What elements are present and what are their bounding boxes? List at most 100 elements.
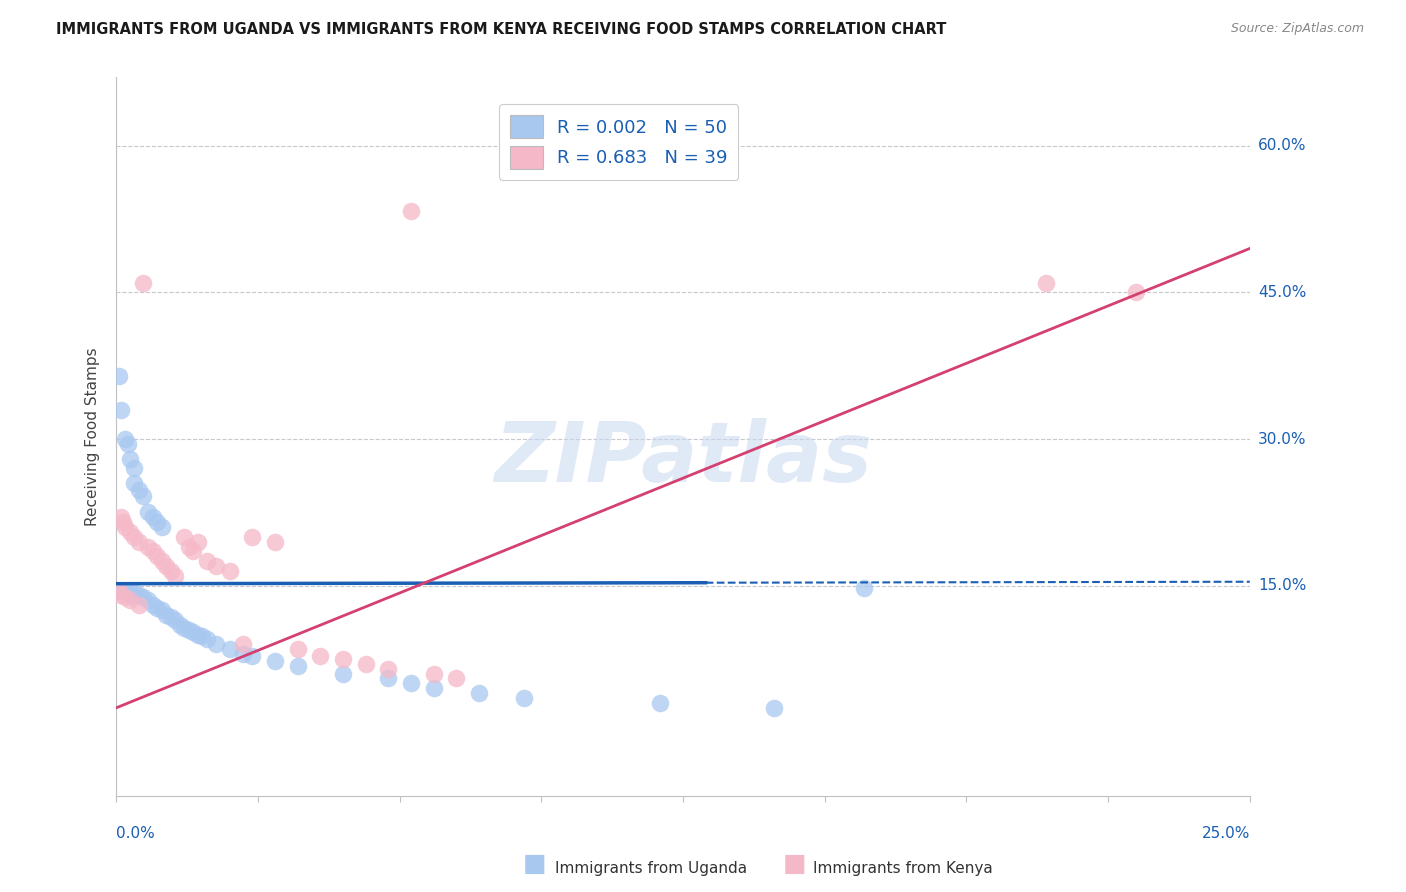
Point bbox=[159, 564, 181, 578]
Point bbox=[399, 204, 422, 219]
Point bbox=[205, 559, 228, 574]
Text: 25.0%: 25.0% bbox=[1202, 826, 1250, 841]
Point bbox=[141, 510, 163, 524]
Point bbox=[114, 432, 136, 446]
Point bbox=[146, 549, 169, 564]
Point bbox=[177, 540, 200, 554]
Point bbox=[114, 591, 136, 605]
Point bbox=[169, 617, 191, 632]
Point bbox=[132, 276, 155, 290]
Point bbox=[128, 483, 150, 497]
Point bbox=[195, 632, 218, 647]
Point bbox=[110, 510, 132, 524]
Point bbox=[159, 610, 181, 624]
Point bbox=[446, 672, 468, 686]
Point bbox=[354, 657, 377, 671]
Point bbox=[264, 654, 287, 668]
Point bbox=[232, 647, 254, 661]
Point bbox=[124, 461, 146, 475]
Point bbox=[146, 601, 169, 615]
Point bbox=[155, 607, 177, 622]
Point bbox=[422, 681, 444, 696]
Point bbox=[309, 648, 332, 663]
Point bbox=[150, 554, 173, 568]
Point bbox=[187, 534, 209, 549]
Point bbox=[107, 368, 129, 383]
Point bbox=[150, 520, 173, 534]
Point bbox=[112, 583, 135, 598]
Text: Immigrants from Kenya: Immigrants from Kenya bbox=[813, 861, 993, 876]
Point bbox=[132, 489, 155, 503]
Point bbox=[332, 666, 354, 681]
Point bbox=[118, 524, 141, 539]
Point bbox=[513, 691, 536, 706]
Point bbox=[118, 589, 141, 603]
Point bbox=[110, 589, 132, 603]
Text: ZIPatlas: ZIPatlas bbox=[494, 417, 872, 499]
Point bbox=[377, 662, 399, 676]
Point bbox=[205, 637, 228, 651]
Point bbox=[422, 666, 444, 681]
Text: 30.0%: 30.0% bbox=[1258, 432, 1306, 447]
Point bbox=[146, 515, 169, 529]
Point bbox=[136, 593, 159, 607]
Point bbox=[173, 530, 195, 544]
Point bbox=[287, 658, 309, 673]
Point bbox=[112, 515, 135, 529]
Point bbox=[165, 613, 187, 627]
Point bbox=[650, 696, 672, 710]
Point bbox=[240, 530, 263, 544]
Point bbox=[332, 652, 354, 666]
Point bbox=[114, 520, 136, 534]
Point bbox=[150, 603, 173, 617]
Point bbox=[232, 637, 254, 651]
Point bbox=[128, 589, 150, 603]
Point bbox=[117, 437, 139, 451]
Point bbox=[155, 559, 177, 574]
Text: ■: ■ bbox=[783, 852, 806, 876]
Point bbox=[377, 672, 399, 686]
Point bbox=[218, 564, 240, 578]
Point bbox=[118, 583, 141, 598]
Point bbox=[183, 544, 205, 558]
Legend: R = 0.002   N = 50, R = 0.683   N = 39: R = 0.002 N = 50, R = 0.683 N = 39 bbox=[499, 104, 738, 179]
Text: 45.0%: 45.0% bbox=[1258, 285, 1306, 300]
Point bbox=[183, 624, 205, 639]
Text: IMMIGRANTS FROM UGANDA VS IMMIGRANTS FROM KENYA RECEIVING FOOD STAMPS CORRELATIO: IMMIGRANTS FROM UGANDA VS IMMIGRANTS FRO… bbox=[56, 22, 946, 37]
Point bbox=[853, 581, 876, 595]
Text: 0.0%: 0.0% bbox=[117, 826, 155, 841]
Point bbox=[468, 686, 491, 700]
Point bbox=[110, 583, 132, 598]
Point bbox=[399, 676, 422, 690]
Point bbox=[187, 627, 209, 641]
Point bbox=[1035, 276, 1057, 290]
Text: 60.0%: 60.0% bbox=[1258, 138, 1306, 153]
Point bbox=[128, 534, 150, 549]
Point bbox=[124, 476, 146, 491]
Point bbox=[141, 544, 163, 558]
Point bbox=[195, 554, 218, 568]
Point bbox=[287, 642, 309, 657]
Text: Immigrants from Uganda: Immigrants from Uganda bbox=[555, 861, 748, 876]
Y-axis label: Receiving Food Stamps: Receiving Food Stamps bbox=[86, 347, 100, 526]
Point bbox=[124, 530, 146, 544]
Point bbox=[118, 451, 141, 466]
Point bbox=[218, 642, 240, 657]
Point bbox=[110, 402, 132, 417]
Point bbox=[173, 621, 195, 635]
Text: ■: ■ bbox=[523, 852, 546, 876]
Point bbox=[1125, 285, 1147, 300]
Point bbox=[264, 534, 287, 549]
Point bbox=[136, 505, 159, 519]
Point bbox=[762, 701, 785, 715]
Point bbox=[114, 583, 136, 598]
Point bbox=[124, 585, 146, 599]
Point bbox=[128, 598, 150, 612]
Point bbox=[107, 583, 129, 598]
Point bbox=[177, 623, 200, 637]
Point bbox=[165, 569, 187, 583]
Text: 15.0%: 15.0% bbox=[1258, 578, 1306, 593]
Point bbox=[191, 630, 214, 644]
Text: Source: ZipAtlas.com: Source: ZipAtlas.com bbox=[1230, 22, 1364, 36]
Point bbox=[240, 648, 263, 663]
